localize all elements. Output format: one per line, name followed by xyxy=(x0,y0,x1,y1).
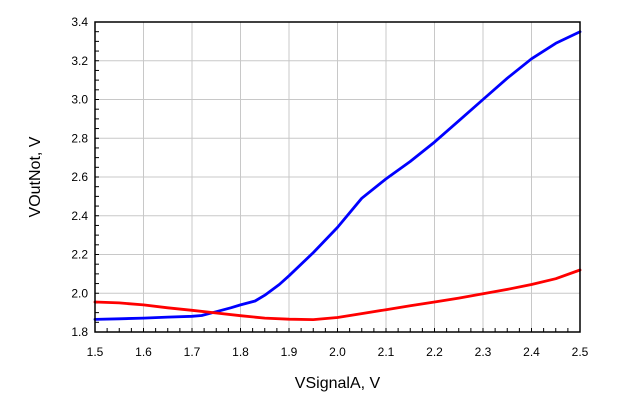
x-axis-label: VSignalA, V xyxy=(295,375,381,392)
y-tick-label: 2.6 xyxy=(71,170,88,184)
x-tick-label: 1.8 xyxy=(232,345,249,359)
y-tick-labels: 1.8 2.0 2.2 2.4 2.6 2.8 3.0 3.2 3.4 xyxy=(71,15,88,339)
x-tick-label: 1.6 xyxy=(135,345,152,359)
x-tick-label: 2.5 xyxy=(572,345,589,359)
y-tick-label: 2.2 xyxy=(71,248,88,262)
x-tick-label: 2.0 xyxy=(329,345,346,359)
x-tick-labels: 1.5 1.6 1.7 1.8 1.9 2.0 2.1 2.2 2.3 2.4 2.5 xyxy=(87,345,589,359)
y-tick-label: 1.8 xyxy=(71,325,88,339)
x-tick-label: 2.3 xyxy=(475,345,492,359)
x-tick-label: 1.7 xyxy=(184,345,201,359)
series-lines xyxy=(93,30,582,322)
x-tick-label: 1.5 xyxy=(87,345,104,359)
y-tick-label: 3.0 xyxy=(71,93,88,107)
x-tick-label: 2.1 xyxy=(378,345,395,359)
x-tick-label: 1.9 xyxy=(281,345,298,359)
x-tick-label: 2.4 xyxy=(523,345,540,359)
y-tick-label: 3.2 xyxy=(71,54,88,68)
gridlines xyxy=(94,21,581,333)
series-line-2 xyxy=(93,268,582,322)
y-tick-label: 2.4 xyxy=(71,209,88,223)
y-axis-label: VOutNot, V xyxy=(27,136,44,217)
x-tick-label: 2.2 xyxy=(426,345,443,359)
y-tick-label: 2.8 xyxy=(71,131,88,145)
plot-frame xyxy=(94,21,581,333)
series-line-1 xyxy=(93,30,582,321)
y-tick-label: 2.0 xyxy=(71,286,88,300)
y-tick-label: 3.4 xyxy=(71,15,88,29)
